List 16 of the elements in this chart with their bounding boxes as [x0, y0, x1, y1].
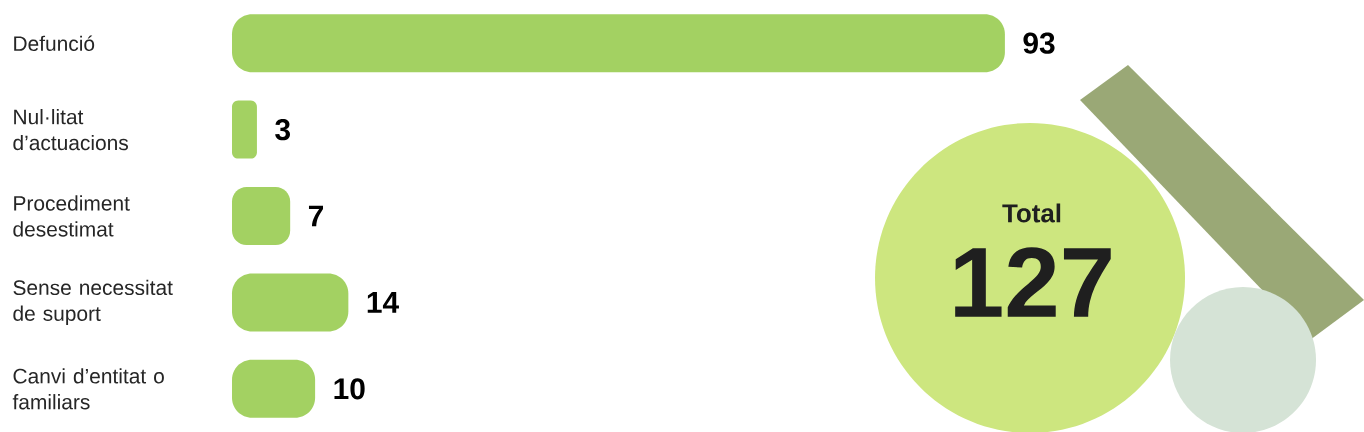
data-label: 93: [1023, 32, 1055, 54]
data-label: 3: [275, 118, 290, 141]
bar: [232, 187, 291, 245]
bar: [232, 100, 257, 159]
data-label: 10: [334, 378, 365, 400]
y-tick-label: Nul·litat d’actuacions: [13, 108, 128, 151]
data-label: 7: [308, 205, 324, 227]
bar: [232, 273, 349, 332]
bar: [232, 14, 1005, 73]
y-tick-label: Procediment desestimat: [13, 195, 130, 237]
y-tick-label: Canvi d’entitat o familiars: [12, 368, 164, 410]
y-tick-label: Sense necessitat de suport: [13, 279, 173, 326]
y-tick-label: Defunció: [14, 35, 95, 52]
annotation: Total: [1002, 203, 1061, 223]
annotation: 127: [955, 247, 1111, 317]
data-label: 14: [367, 292, 399, 313]
